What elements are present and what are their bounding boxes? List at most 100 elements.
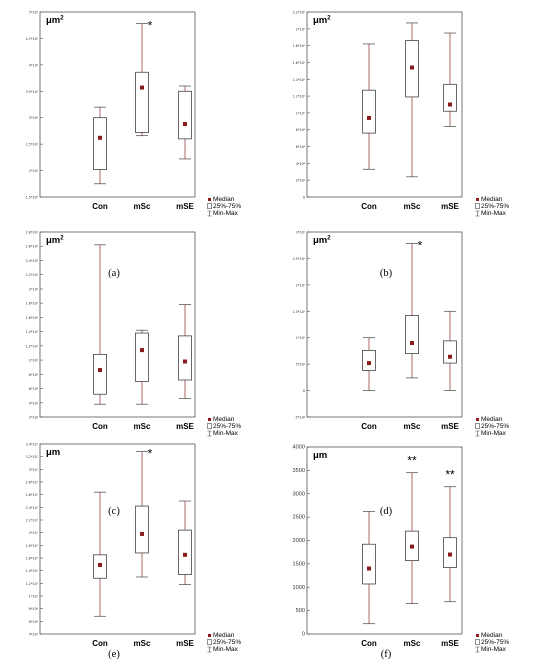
y-tick-label: 1.2*10⁵ [293, 95, 306, 99]
y-tick-label: 4*10⁵ [29, 63, 39, 67]
iqr-box [93, 353, 107, 395]
legend-median-label: Median [213, 416, 235, 423]
y-tick-label: 500 [296, 608, 305, 614]
legend-median-swatch [208, 418, 211, 421]
y-tick-label: 6*10⁴ [296, 145, 306, 149]
y-tick-label: 2.4*10⁵ [26, 259, 39, 263]
legend-iqr-label: 25%-75% [481, 639, 509, 646]
y-tick-label: 2*10⁴ [29, 416, 39, 420]
y-tick-label: 3*10⁷ [29, 468, 39, 472]
panel-caption: (c) [108, 506, 120, 517]
x-category-label: mSc [134, 639, 151, 648]
median-marker [367, 115, 371, 120]
median-marker [410, 544, 414, 549]
box-Con [362, 43, 376, 170]
y-tick-label: 3.5*10⁵ [26, 90, 39, 94]
median-marker [140, 85, 144, 90]
legend-range-swatch [475, 646, 480, 653]
legend-median-swatch [208, 634, 211, 637]
iqr-box [135, 332, 149, 382]
legend-range-swatch [475, 210, 480, 217]
legend-iqr-label: 25%-75% [213, 423, 241, 430]
unit-label: μm [46, 447, 60, 458]
legend-iqr-label: 25%-75% [213, 639, 241, 646]
legend-median-swatch [208, 198, 211, 201]
median-marker [98, 562, 102, 567]
legend-range-swatch [475, 430, 480, 437]
y-tick-label: 1.2*10⁵ [26, 344, 39, 348]
significance-marker: * [418, 239, 423, 253]
median-marker [140, 531, 144, 536]
box-mSE: ** [443, 468, 457, 603]
legend-iqr-swatch [475, 423, 480, 429]
iqr-box [405, 315, 419, 354]
box-mSc: * [135, 19, 153, 137]
y-tick-label: 2.5*10⁵ [26, 143, 39, 147]
x-category-label: Con [361, 422, 377, 431]
y-tick-label: 1.6*10⁷ [26, 557, 39, 561]
legend-median-swatch [476, 418, 479, 421]
x-category-label: mSE [441, 202, 459, 211]
unit-label: μm2 [46, 15, 64, 26]
plot-frame [306, 231, 463, 418]
iqr-box [362, 543, 376, 585]
y-tick-label: 2*10⁵ [29, 287, 39, 291]
y-tick-label: 4*10⁴ [29, 401, 39, 405]
y-tick-label: 1.4*10⁵ [293, 78, 306, 82]
legend-range-label: Min-Max [213, 430, 239, 437]
median-marker [183, 552, 187, 557]
legend-iqr-label: 25%-75% [213, 203, 241, 210]
box-Con [362, 511, 376, 625]
x-category-label: mSE [176, 422, 194, 431]
y-tick-label: 2*10⁵ [29, 169, 39, 173]
iqr-box [443, 340, 457, 364]
significance-marker: * [148, 447, 153, 461]
y-tick-label: 1.8*10⁵ [26, 302, 39, 306]
y-tick-label: 3.4*10⁷ [26, 443, 39, 447]
legend-range-label: Min-Max [213, 210, 239, 217]
unit-label: μm [313, 450, 327, 461]
box-mSc: * [135, 447, 153, 578]
iqr-box [362, 349, 376, 371]
y-tick-label: 1000 [293, 585, 305, 591]
iqr-box [443, 83, 457, 112]
y-tick-label: 6*10⁶ [29, 620, 39, 624]
y-tick-label: 1.6*10⁵ [26, 316, 39, 320]
legend-range-swatch [207, 210, 212, 217]
median-marker [448, 102, 452, 107]
legend-range-swatch [207, 646, 212, 653]
y-tick-label: 1.2*10⁷ [26, 582, 39, 586]
legend-range-label: Min-Max [213, 646, 239, 653]
box-mSE [178, 304, 192, 399]
x-category-label: Con [92, 202, 108, 211]
y-tick-label: 3*10⁵ [296, 231, 306, 235]
box-mSc: ** [405, 454, 419, 604]
x-category-label: mSc [404, 639, 421, 648]
unit-label: μm2 [46, 235, 64, 246]
median-marker [367, 566, 371, 571]
significance-marker: * [148, 19, 153, 33]
iqr-box [178, 90, 192, 140]
y-tick-label: 0 [303, 196, 305, 200]
plot-frame [306, 11, 463, 198]
x-category-label: mSc [134, 422, 151, 431]
significance-marker: ** [445, 468, 455, 482]
y-tick-label: 1.4*10⁷ [26, 569, 39, 573]
median-marker [448, 552, 452, 557]
box-mSE [178, 85, 192, 160]
y-tick-label: 3*10⁵ [29, 116, 39, 120]
legend-range-label: Min-Max [481, 430, 507, 437]
unit-label: μm2 [313, 235, 331, 246]
median-marker [410, 65, 414, 70]
y-tick-label: 1.5*10⁵ [293, 310, 306, 314]
y-tick-label: 2000 [293, 538, 305, 544]
chart-panel-c: 2*10⁴ 4*10⁴ 6*10⁴ 8*10⁴ 1*10⁵ 1.2*10⁵ 1.4*10⁵ 1… [26, 231, 242, 518]
y-tick-label: 2.2*10⁵ [293, 11, 306, 15]
legend-iqr-swatch [207, 423, 212, 429]
iqr-box [93, 117, 107, 170]
